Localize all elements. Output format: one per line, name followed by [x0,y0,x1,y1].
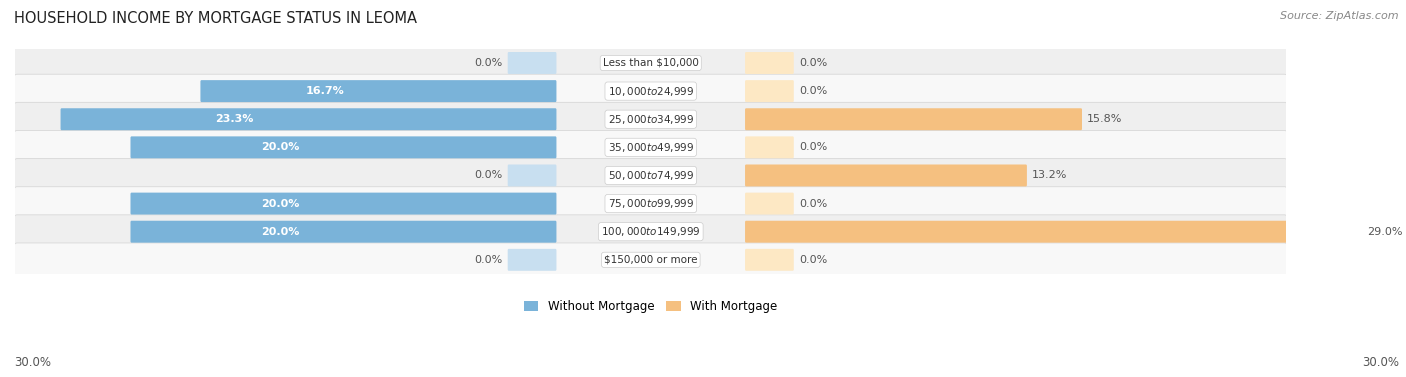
FancyBboxPatch shape [745,164,1026,187]
Text: 0.0%: 0.0% [474,255,502,265]
FancyBboxPatch shape [745,193,794,215]
FancyBboxPatch shape [508,249,557,271]
Text: Source: ZipAtlas.com: Source: ZipAtlas.com [1281,11,1399,21]
Text: 0.0%: 0.0% [799,58,827,68]
Text: 0.0%: 0.0% [799,199,827,208]
FancyBboxPatch shape [508,164,557,187]
Text: HOUSEHOLD INCOME BY MORTGAGE STATUS IN LEOMA: HOUSEHOLD INCOME BY MORTGAGE STATUS IN L… [14,11,418,26]
Text: 20.0%: 20.0% [260,227,299,237]
FancyBboxPatch shape [14,243,1288,277]
FancyBboxPatch shape [131,136,557,158]
FancyBboxPatch shape [745,249,794,271]
Text: 0.0%: 0.0% [799,255,827,265]
Text: 20.0%: 20.0% [260,143,299,152]
Text: 30.0%: 30.0% [1362,357,1399,369]
Text: 13.2%: 13.2% [1032,170,1067,181]
Text: $50,000 to $74,999: $50,000 to $74,999 [607,169,695,182]
FancyBboxPatch shape [201,80,557,102]
FancyBboxPatch shape [745,52,794,74]
FancyBboxPatch shape [745,136,794,158]
Text: 15.8%: 15.8% [1087,114,1122,124]
FancyBboxPatch shape [745,80,794,102]
Text: 30.0%: 30.0% [14,357,51,369]
FancyBboxPatch shape [131,221,557,243]
FancyBboxPatch shape [14,46,1288,80]
Text: $35,000 to $49,999: $35,000 to $49,999 [607,141,695,154]
Text: $10,000 to $24,999: $10,000 to $24,999 [607,84,695,98]
FancyBboxPatch shape [14,130,1288,164]
FancyBboxPatch shape [131,193,557,215]
Text: 23.3%: 23.3% [215,114,253,124]
FancyBboxPatch shape [14,74,1288,108]
Text: $150,000 or more: $150,000 or more [605,255,697,265]
Text: 0.0%: 0.0% [474,170,502,181]
Text: $75,000 to $99,999: $75,000 to $99,999 [607,197,695,210]
Text: 0.0%: 0.0% [474,58,502,68]
FancyBboxPatch shape [60,108,557,130]
Text: 0.0%: 0.0% [799,86,827,96]
Legend: Without Mortgage, With Mortgage: Without Mortgage, With Mortgage [520,295,782,317]
Text: Less than $10,000: Less than $10,000 [603,58,699,68]
Text: $25,000 to $34,999: $25,000 to $34,999 [607,113,695,126]
FancyBboxPatch shape [14,215,1288,248]
FancyBboxPatch shape [745,221,1362,243]
Text: $100,000 to $149,999: $100,000 to $149,999 [600,225,700,238]
FancyBboxPatch shape [14,159,1288,192]
Text: 16.7%: 16.7% [307,86,344,96]
FancyBboxPatch shape [508,52,557,74]
Text: 20.0%: 20.0% [260,199,299,208]
FancyBboxPatch shape [14,187,1288,221]
FancyBboxPatch shape [14,102,1288,136]
FancyBboxPatch shape [745,108,1083,130]
Text: 29.0%: 29.0% [1367,227,1403,237]
Text: 0.0%: 0.0% [799,143,827,152]
